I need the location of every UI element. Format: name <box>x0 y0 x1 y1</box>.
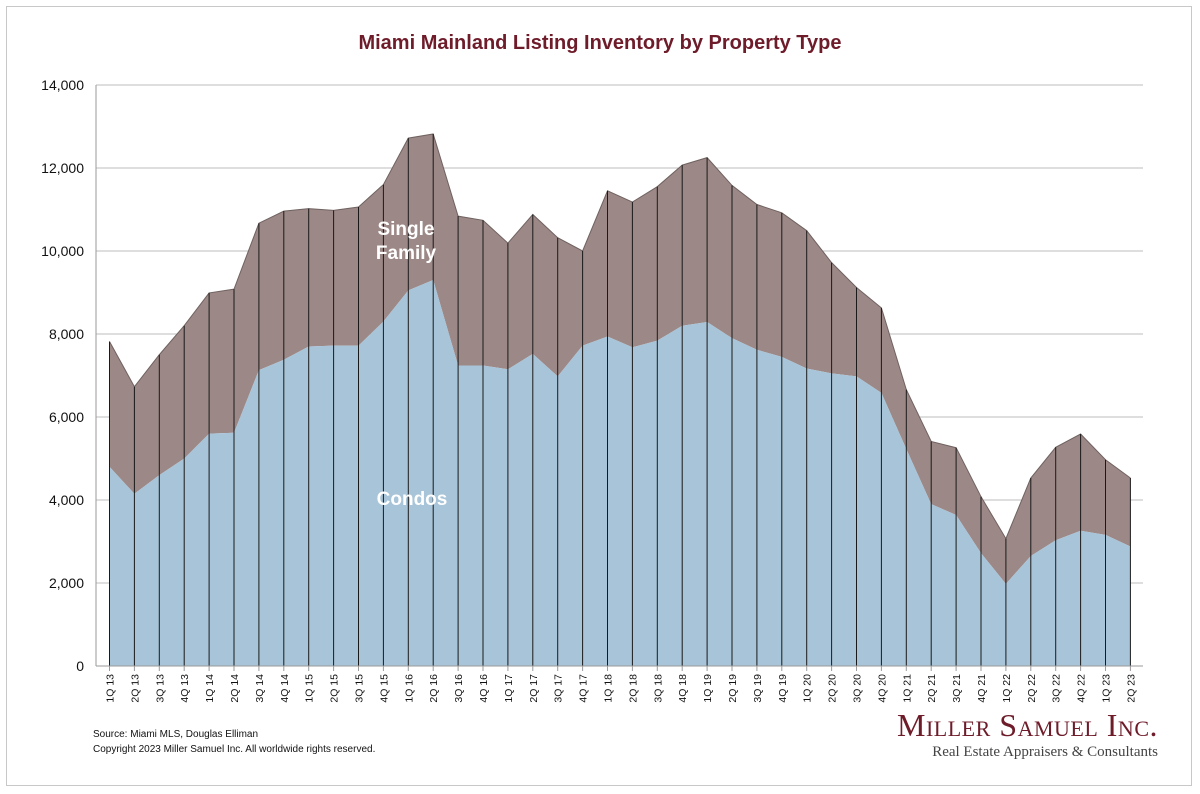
x-tick-label: 4Q 21 <box>976 674 988 703</box>
x-tick-label: 2Q 20 <box>827 674 839 703</box>
y-tick-label: 14,000 <box>41 77 84 93</box>
y-tick-label: 12,000 <box>41 160 84 176</box>
x-tick-label: 4Q 15 <box>378 674 390 703</box>
series-label-single-family-line2: Family <box>376 243 437 264</box>
footer-source: Source: Miami MLS, Douglas Elliman <box>93 729 259 740</box>
series-label-condos: Condos <box>377 489 448 510</box>
series-label-single-family-line1: Single <box>377 219 434 240</box>
x-tick-label: 2Q 23 <box>1125 674 1137 703</box>
x-tick-label: 1Q 14 <box>204 674 216 703</box>
y-tick-label: 4,000 <box>49 492 84 508</box>
y-tick-label: 2,000 <box>49 575 84 591</box>
x-tick-label: 2Q 22 <box>1026 674 1038 703</box>
x-tick-label: 1Q 23 <box>1101 674 1113 703</box>
x-tick-label: 3Q 20 <box>852 674 864 703</box>
x-tick-label: 3Q 19 <box>752 674 764 703</box>
x-tick-label: 2Q 16 <box>428 674 440 703</box>
x-tick-label: 1Q 15 <box>304 674 316 703</box>
y-tick-label: 8,000 <box>49 326 84 342</box>
x-tick-label: 2Q 14 <box>229 674 241 703</box>
x-tick-label: 4Q 17 <box>578 674 590 703</box>
x-tick-label: 3Q 22 <box>1051 674 1063 703</box>
x-tick-label: 4Q 22 <box>1076 674 1088 703</box>
x-tick-label: 2Q 17 <box>528 674 540 703</box>
y-tick-label: 0 <box>76 658 84 674</box>
brand-name: Miller Samuel Inc. <box>897 707 1158 743</box>
line-single-family-top <box>109 133 1131 540</box>
x-tick-label: 1Q 13 <box>105 674 117 703</box>
x-tick-label: 2Q 19 <box>727 674 739 703</box>
x-tick-label: 2Q 21 <box>926 674 938 703</box>
area-condos <box>109 280 1131 666</box>
x-tick-label: 4Q 13 <box>179 674 191 703</box>
y-tick-label: 6,000 <box>49 409 84 425</box>
x-tick-label: 2Q 18 <box>627 674 639 703</box>
x-tick-label: 1Q 22 <box>1001 674 1013 703</box>
x-tick-label: 3Q 13 <box>154 674 166 703</box>
footer-copyright: Copyright 2023 Miller Samuel Inc. All wo… <box>93 744 376 755</box>
x-tick-label: 1Q 21 <box>901 674 913 703</box>
area-single-family <box>109 133 1131 584</box>
x-tick-label: 3Q 15 <box>354 674 366 703</box>
x-tick-label: 3Q 16 <box>453 674 465 703</box>
x-tick-label: 3Q 21 <box>951 674 963 703</box>
x-tick-label: 3Q 17 <box>553 674 565 703</box>
y-tick-label: 10,000 <box>41 243 84 259</box>
chart-title: Miami Mainland Listing Inventory by Prop… <box>358 32 842 54</box>
x-tick-label: 1Q 20 <box>802 674 814 703</box>
x-tick-label: 2Q 15 <box>329 674 341 703</box>
x-tick-label: 4Q 18 <box>677 674 689 703</box>
x-tick-label: 1Q 16 <box>403 674 415 703</box>
x-tick-label: 4Q 19 <box>777 674 789 703</box>
x-tick-label: 1Q 18 <box>603 674 615 703</box>
x-tick-label: 4Q 20 <box>876 674 888 703</box>
x-tick-label: 3Q 14 <box>254 674 266 703</box>
x-tick-label: 1Q 17 <box>503 674 515 703</box>
brand-tagline: Real Estate Appraisers & Consultants <box>932 744 1158 760</box>
x-tick-label: 4Q 16 <box>478 674 490 703</box>
x-tick-label: 2Q 13 <box>129 674 141 703</box>
x-tick-label: 4Q 14 <box>279 674 291 703</box>
brand-logo: Miller Samuel Inc. Real Estate Appraiser… <box>897 708 1158 761</box>
x-tick-label: 3Q 18 <box>652 674 664 703</box>
x-tick-label: 1Q 19 <box>702 674 714 703</box>
